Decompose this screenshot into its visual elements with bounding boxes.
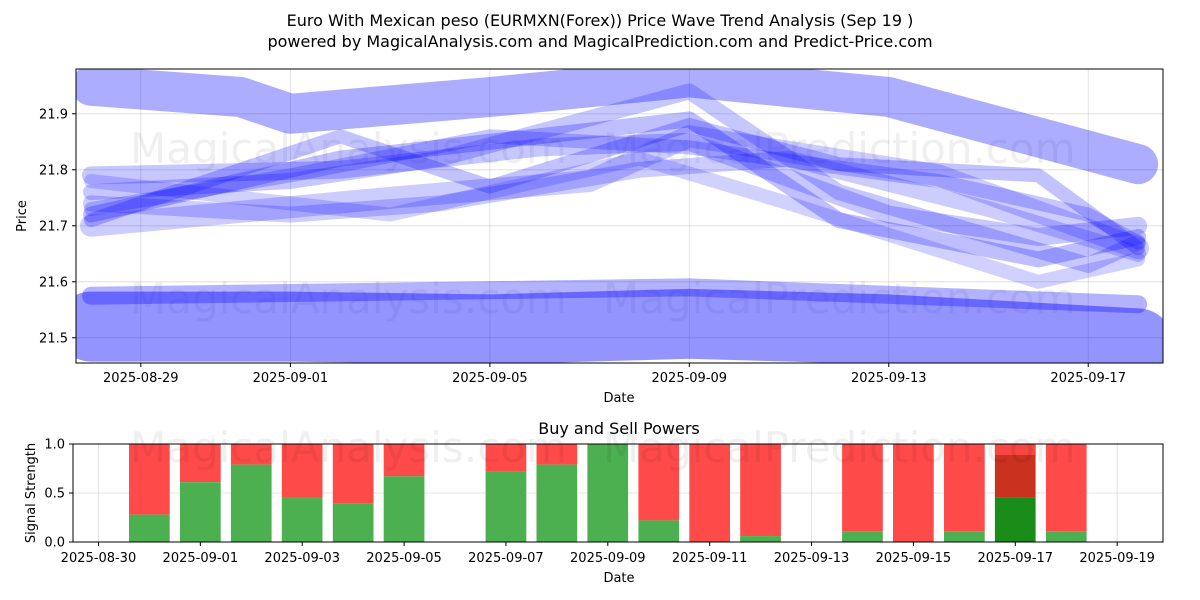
buy-power-bar (383, 476, 425, 542)
sell-power-bar (689, 444, 730, 542)
buy-power-bar (485, 471, 527, 542)
buy-power-bar (740, 536, 781, 542)
watermark-prediction-bottom: MagicalPrediction.com (603, 423, 1076, 472)
price-wave-line-1 (76, 69, 1159, 185)
price-x-ticks: 2025-08-29 2025-09-01 2025-09-05 2025-09-09… (103, 363, 1126, 386)
price-wave-lines (76, 69, 1163, 363)
power-y-tick-label: 1.0 (44, 438, 65, 453)
price-wave-line-3 (82, 278, 1148, 314)
price-y-tick-label: 21.5 (39, 331, 68, 346)
sell-power-bar (944, 444, 985, 532)
price-x-tick-label: 2025-09-01 (253, 371, 329, 386)
price-wave-line-9 (84, 118, 1146, 256)
buy-power-bar (230, 464, 272, 542)
sell-power-bar (180, 444, 221, 483)
price-wave-line-11 (84, 151, 1146, 289)
power-x-tick-label: 2025-09-15 (876, 551, 952, 566)
chart-subtitle: powered by MagicalAnalysis.com and Magic… (267, 32, 932, 51)
sell-power-bar (383, 444, 425, 477)
price-wave-line-7 (82, 132, 1148, 246)
price-wave-line-5 (83, 83, 1147, 273)
price-wave-line-2 (76, 288, 1163, 363)
power-bars (129, 444, 1087, 542)
price-wave-chart: MagicalAnalysis.com MagicalPrediction.co… (15, 68, 1164, 406)
buy-power-bar (944, 531, 985, 542)
buy-sell-power-chart: Buy and Sell Powers MagicalAnalysis.com … (24, 419, 1164, 586)
price-y-axis-label: Price (15, 200, 30, 232)
buy-power-bar (842, 531, 883, 542)
sell-power-bar (740, 444, 781, 537)
watermark-prediction-middle: MagicalPrediction.com (603, 274, 1076, 323)
price-wave-line-6 (80, 125, 1150, 260)
price-wave-line-8 (83, 150, 1147, 262)
buy-power-bar (994, 497, 1036, 542)
power-x-ticks: 2025-08-30 2025-09-01 2025-09-03 2025-09-05… (61, 542, 1155, 566)
power-x-tick-label: 2025-09-05 (366, 551, 442, 566)
watermark-analysis-middle: MagicalAnalysis.com (130, 274, 567, 323)
power-x-axis-label: Date (603, 571, 634, 586)
price-y-tick-label: 21.6 (39, 275, 68, 290)
price-x-tick-label: 2025-09-05 (452, 371, 528, 386)
sell-power-bar (485, 444, 527, 472)
price-x-axis-label: Date (603, 391, 634, 406)
price-wave-line-10 (84, 129, 1146, 250)
power-y-ticks: 0.0 0.5 1.0 (44, 438, 73, 551)
price-x-tick-label: 2025-09-09 (652, 371, 728, 386)
sell-power-bar (842, 444, 883, 532)
sell-power-bar (332, 444, 374, 504)
chart-title: Euro With Mexican peso (EURMXN(Forex)) P… (287, 11, 914, 30)
buy-power-bar (129, 514, 170, 542)
price-y-tick-label: 21.8 (39, 163, 68, 178)
price-x-tick-label: 2025-09-13 (851, 371, 927, 386)
buy-power-bar (332, 503, 374, 542)
power-x-tick-label: 2025-09-17 (978, 551, 1054, 566)
power-y-axis-label: Signal Strength (24, 443, 39, 543)
price-y-tick-label: 21.9 (39, 107, 68, 122)
power-x-tick-label: 2025-09-03 (264, 551, 340, 566)
sell-power-bar (230, 444, 272, 465)
price-y-ticks: 21.5 21.6 21.7 21.8 21.9 (39, 107, 76, 346)
power-y-tick-label: 0.0 (44, 536, 65, 551)
sell-power-bar (893, 444, 934, 542)
buy-sell-chart-title: Buy and Sell Powers (538, 419, 700, 438)
buy-power-bar (536, 464, 578, 542)
price-y-tick-label: 21.7 (39, 219, 68, 234)
price-chart-frame (75, 68, 1164, 364)
power-x-tick-label: 2025-09-01 (163, 551, 239, 566)
power-x-tick-label: 2025-09-13 (774, 551, 850, 566)
buy-power-bar (180, 482, 221, 542)
price-x-tick-label: 2025-08-29 (103, 371, 179, 386)
watermark-analysis-bottom: MagicalAnalysis.com (130, 423, 567, 472)
sell-power-bar (281, 444, 323, 498)
price-x-tick-label: 2025-09-17 (1050, 371, 1126, 386)
sell-power-bar (1045, 444, 1087, 532)
price-wave-line-4 (83, 111, 1147, 268)
sell-power-bar (536, 444, 578, 465)
power-x-tick-label: 2025-09-11 (672, 551, 748, 566)
buy-power-bar (1045, 531, 1087, 542)
power-y-tick-label: 0.5 (44, 487, 65, 502)
sell-power-bar (638, 444, 680, 521)
watermark-prediction-top: MagicalPrediction.com (603, 124, 1076, 173)
power-x-tick-label: 2025-09-07 (468, 551, 544, 566)
watermark-analysis-top: MagicalAnalysis.com (130, 124, 567, 173)
price-chart-grid (76, 69, 1163, 363)
buy-power-bar (587, 444, 629, 542)
power-x-tick-label: 2025-09-19 (1079, 551, 1155, 566)
sell-power-bar-highlight-cap (994, 444, 1036, 455)
buy-power-bar (281, 497, 323, 542)
power-x-tick-label: 2025-09-09 (570, 551, 646, 566)
buy-power-bar (638, 520, 680, 542)
sell-power-bar (129, 444, 170, 515)
power-x-tick-label: 2025-08-30 (61, 551, 137, 566)
